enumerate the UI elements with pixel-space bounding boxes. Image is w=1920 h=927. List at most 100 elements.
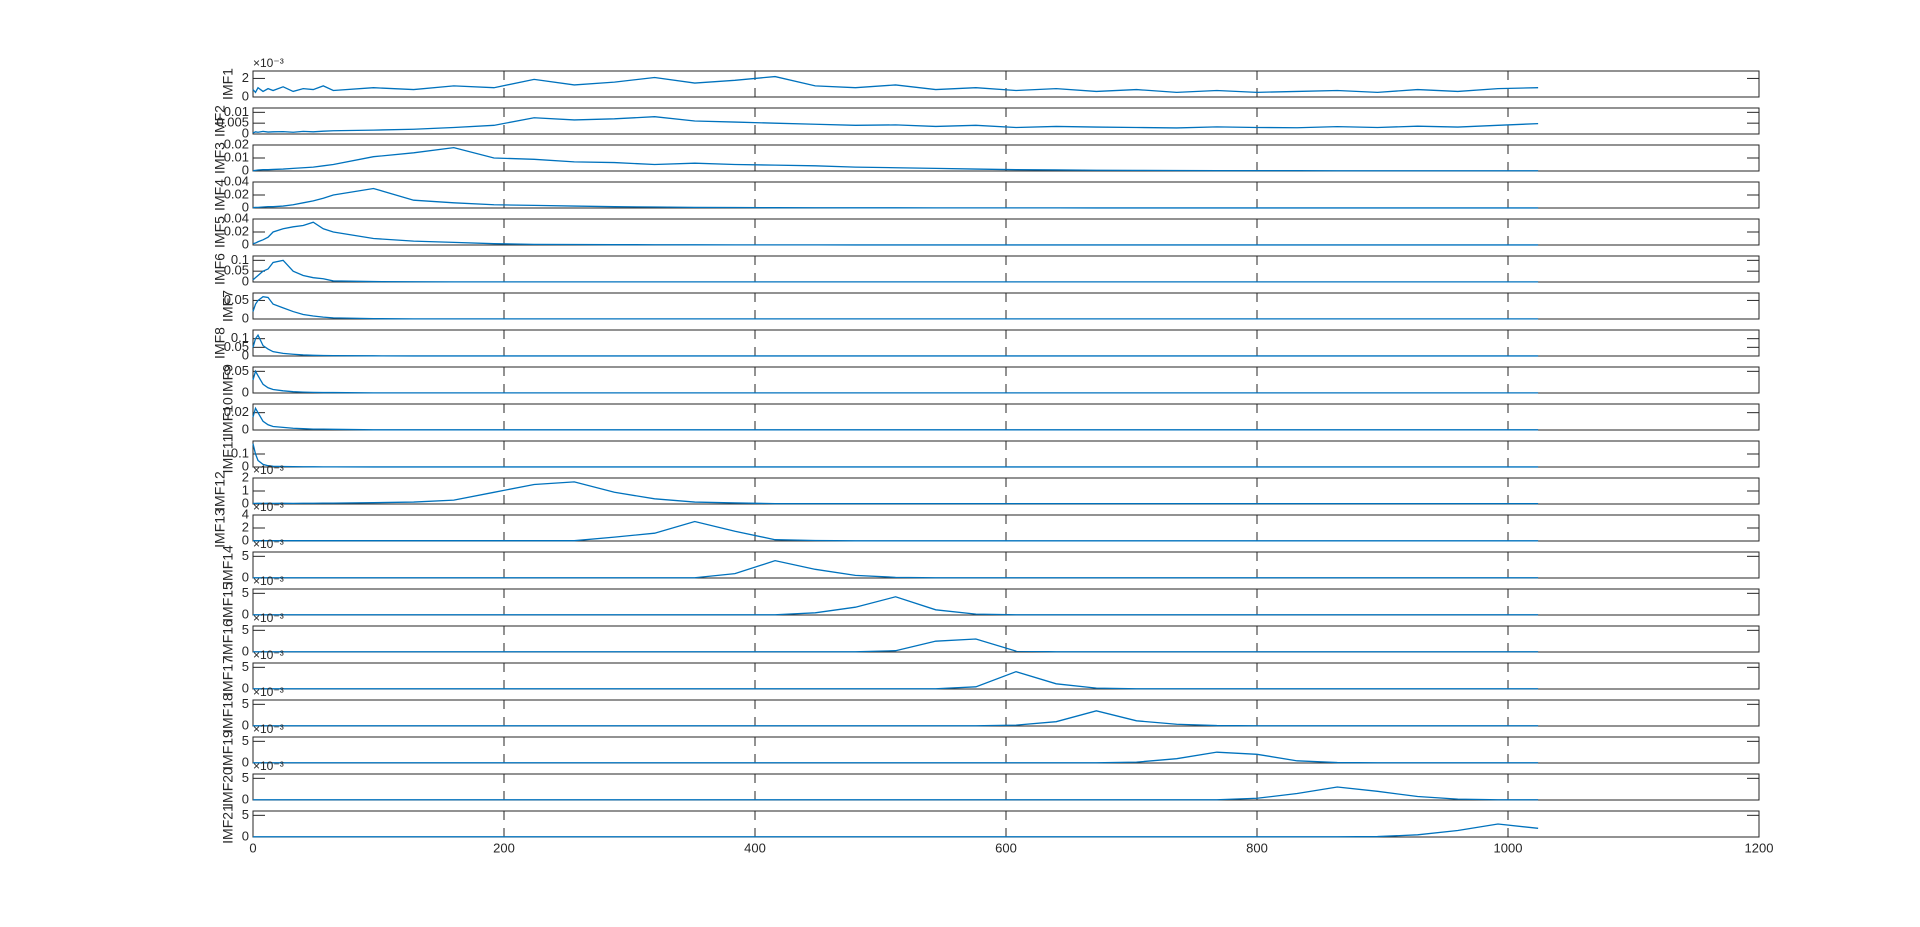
y-tick-label: 0.02 (224, 136, 249, 151)
exponent-label: ×10⁻³ (253, 56, 284, 70)
y-tick-label: 0 (242, 569, 249, 584)
y-tick-label: 0 (242, 236, 249, 251)
y-tick-label: 5 (242, 659, 249, 674)
y-tick-label: 0 (242, 199, 249, 214)
y-tick-label: 0.02 (224, 186, 249, 201)
y-tick-label: 0.02 (224, 223, 249, 238)
y-tick-label: 5 (242, 622, 249, 637)
y-axis-label: IMF21 (220, 804, 236, 844)
y-tick-label: 0 (242, 717, 249, 732)
y-tick-label: 0 (242, 606, 249, 621)
imf-line (253, 638, 1539, 653)
y-tick-label: 5 (242, 770, 249, 785)
exponent-label: ×10⁻³ (253, 574, 284, 588)
imf-line (253, 559, 1539, 579)
y-tick-label: 2 (242, 70, 249, 85)
y-tick-label: 0 (242, 532, 249, 547)
y-axis-label: IMF4 (212, 179, 228, 211)
y-axis-label: IMF1 (220, 68, 236, 100)
imf-line (253, 481, 1539, 505)
y-tick-label: 1 (242, 482, 249, 497)
y-tick-label: 0 (242, 384, 249, 399)
y-axis-label: IMF10 (220, 397, 236, 437)
imf-line (253, 786, 1539, 801)
y-tick-label: 2 (242, 519, 249, 534)
imf-line (253, 520, 1539, 542)
y-tick-label: 0.01 (224, 104, 249, 119)
y-axis-label: IMF11 (220, 434, 236, 473)
imf-line (253, 670, 1539, 690)
y-tick-label: 0 (242, 495, 249, 510)
exponent-label: ×10⁻³ (253, 611, 284, 625)
y-axis-label: IMF16 (220, 619, 236, 659)
y-tick-label: 2 (242, 469, 249, 484)
y-axis-label: IMF12 (212, 471, 228, 511)
y-axis-label: IMF3 (212, 142, 228, 174)
imf-line (252, 296, 1539, 320)
exponent-label: ×10⁻³ (253, 685, 284, 699)
exponent-label: ×10⁻³ (253, 463, 284, 477)
y-axis-label: IMF13 (212, 508, 228, 548)
imf-line (252, 406, 1539, 431)
imf-line (253, 596, 1539, 616)
imf-line (252, 187, 1539, 209)
x-tick-label: 0 (249, 840, 256, 855)
y-axis-label: IMF20 (220, 767, 236, 807)
y-axis-label: IMF7 (220, 290, 236, 322)
y-tick-label: 0.1 (231, 252, 249, 267)
y-tick-label: 5 (242, 807, 249, 822)
imf-line (252, 146, 1539, 172)
y-tick-label: 0.04 (224, 173, 249, 188)
imf-line (252, 443, 1539, 468)
y-tick-label: 0.01 (224, 149, 249, 164)
x-tick-label: 800 (1246, 840, 1268, 855)
imf-line (252, 369, 1539, 394)
y-tick-label: 0 (242, 88, 249, 103)
y-tick-label: 5 (242, 585, 249, 600)
y-tick-label: 5 (242, 696, 249, 711)
y-axis-label: IMF5 (212, 216, 228, 248)
y-tick-label: 0 (242, 347, 249, 362)
y-tick-label: 0.1 (231, 445, 249, 460)
y-tick-label: 0 (242, 310, 249, 325)
y-tick-label: 0.05 (224, 292, 249, 307)
x-tick-label: 400 (744, 840, 766, 855)
y-axis-label: IMF6 (212, 253, 228, 285)
y-tick-label: 0.04 (224, 210, 249, 225)
y-tick-label: 5 (242, 733, 249, 748)
y-tick-label: 0 (242, 162, 249, 177)
x-tick-label: 1200 (1745, 840, 1774, 855)
y-tick-label: 0 (242, 273, 249, 288)
imf-line (253, 710, 1539, 727)
y-axis-label: IMF17 (220, 656, 236, 696)
x-tick-label: 600 (995, 840, 1017, 855)
imf-line (252, 116, 1539, 134)
y-tick-label: 0.05 (224, 339, 249, 354)
y-tick-label: 0 (242, 680, 249, 695)
imf-line (252, 75, 1539, 94)
imf-line (252, 333, 1539, 357)
y-axis-label: IMF8 (212, 327, 228, 359)
y-tick-label: 0 (242, 421, 249, 436)
y-axis-label: IMF2 (212, 105, 228, 137)
y-axis-label: IMF14 (220, 545, 236, 585)
y-tick-label: 0.05 (224, 363, 249, 378)
exponent-label: ×10⁻³ (253, 648, 284, 662)
y-tick-label: 0 (242, 791, 249, 806)
y-tick-label: 0 (242, 458, 249, 473)
y-tick-label: 4 (242, 506, 249, 521)
y-axis-label: IMF18 (220, 693, 236, 733)
exponent-label: ×10⁻³ (253, 537, 284, 551)
y-axis-label: IMF15 (220, 582, 236, 622)
y-axis-label: IMF9 (220, 364, 236, 396)
y-tick-label: 0 (242, 125, 249, 140)
y-tick-label: 0.005 (216, 115, 249, 130)
y-tick-label: 0.05 (224, 263, 249, 278)
y-axis-label: IMF19 (220, 730, 236, 770)
x-tick-label: 200 (493, 840, 515, 855)
y-tick-label: 0.02 (224, 404, 249, 419)
y-tick-label: 5 (242, 548, 249, 563)
exponent-label: ×10⁻³ (253, 500, 284, 514)
y-tick-label: 0 (242, 754, 249, 769)
imf-line (253, 751, 1539, 764)
